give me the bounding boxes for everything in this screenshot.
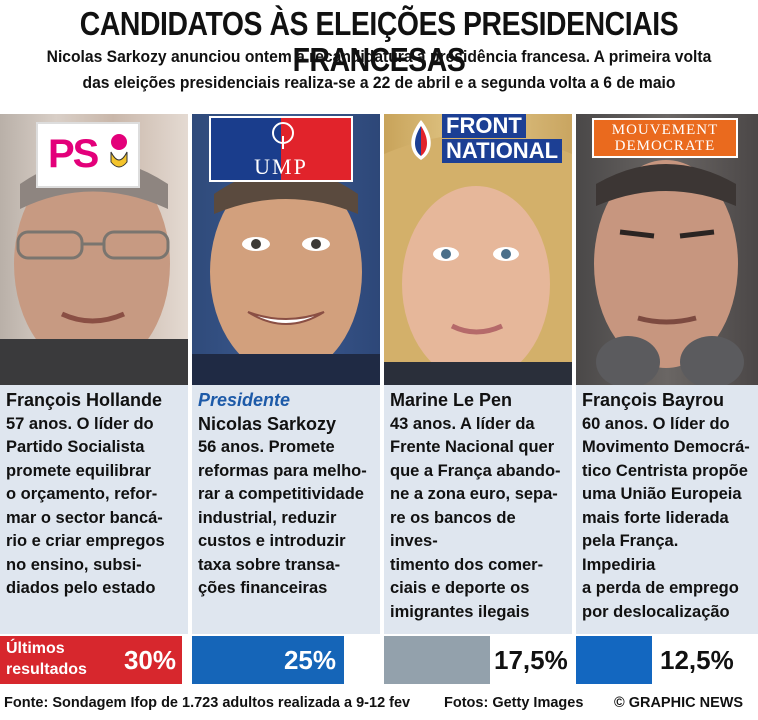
modem-logo-line-2: DEMOCRATE — [614, 138, 716, 154]
photo-hollande: PS — [0, 114, 188, 385]
bio-line: rio e criar empregos — [6, 532, 165, 550]
ump-logo: UMP — [209, 116, 353, 182]
bio-line: diados pelo estado — [6, 579, 156, 597]
bio-line: ções financeiras — [198, 579, 328, 597]
bio-line: que a França abando- — [390, 461, 561, 480]
modem-logo-line-1: MOUVEMENT — [611, 122, 719, 138]
bio-line: rar a competitividade — [198, 485, 364, 503]
candidate-bayrou: MOUVEMENT DEMOCRATE François Bayrou 60 a… — [576, 114, 758, 634]
bio-line: Partido Socialista — [6, 438, 145, 456]
text-hollande: François Hollande 57 anos. O líder do Pa… — [0, 385, 188, 634]
bio-line: o orçamento, refor- — [6, 485, 158, 503]
ump-logo-text: UMP — [254, 154, 308, 179]
candidate-name: François Bayrou — [582, 390, 725, 410]
text-bayrou: François Bayrou 60 anos. O líder do Movi… — [576, 385, 758, 634]
modem-logo: MOUVEMENT DEMOCRATE — [592, 118, 738, 158]
tree-icon — [269, 122, 297, 150]
candidate-name: François Hollande — [6, 390, 163, 410]
fn-logo-line-1: FRONT — [442, 114, 526, 138]
bio-line: promete equilibrar — [6, 461, 151, 480]
bio-line: Frente Nacional quer — [390, 438, 555, 456]
bio-line: 57 anos. O líder do — [6, 414, 154, 433]
result-value: 25% — [283, 645, 336, 675]
portrait-le-pen — [384, 134, 572, 385]
subtitle: Nicolas Sarkozy anunciou ontem a recandi… — [30, 44, 727, 96]
bio-line: re os bancos de inves- — [390, 508, 516, 551]
bio-line: tico Centrista propõe — [582, 461, 748, 480]
footer-photos: Fotos: Getty Images — [444, 695, 584, 711]
results-label-line-2: resultados — [6, 661, 87, 678]
bio-line: 60 anos. O líder do — [582, 414, 730, 433]
bio-line: 43 anos. A líder da — [390, 414, 535, 433]
bio-line: Movimento Democrá- — [582, 438, 750, 456]
footer-source: Fonte: Sondagem Ifop de 1.723 adultos re… — [4, 695, 411, 711]
bio-line: no ensino, subsi- — [6, 555, 142, 574]
result-value-bayrou: 12,5% — [660, 645, 734, 675]
candidate-name: Nicolas Sarkozy — [198, 413, 337, 434]
portrait-sarkozy — [192, 168, 380, 385]
result-bar-sarkozy: 25% — [192, 636, 344, 684]
bio-line: taxa sobre transa- — [198, 555, 341, 574]
bio-line: timento dos comer- — [390, 555, 544, 574]
bio-line: 56 anos. Promete — [198, 438, 335, 456]
candidate-name: Marine Le Pen — [390, 390, 513, 410]
result-bar-bayrou — [576, 636, 652, 684]
result-bar-le-pen — [384, 636, 490, 684]
footer-credit: © GRAPHIC NEWS — [614, 695, 744, 711]
bio-line: uma União Europeia — [582, 485, 742, 503]
bio-line: pela França. Impediria — [582, 532, 679, 574]
portrait-bayrou — [594, 160, 744, 385]
ps-logo-text: PS — [48, 132, 99, 176]
rose-icon — [106, 132, 132, 172]
bio-line: reformas para melho- — [198, 461, 367, 480]
result-value: 30% — [123, 645, 176, 675]
ps-logo: PS — [36, 122, 140, 188]
text-le-pen: Marine Le Pen 43 anos. A líder da Frente… — [384, 385, 572, 634]
bio-line: ne a zona euro, sepa- — [390, 485, 558, 503]
bio-line: mar o sector bancá- — [6, 508, 163, 527]
bio-line: a perda de emprego — [582, 579, 739, 597]
result-bar-hollande: Últimos resultados 30% — [0, 636, 182, 684]
candidate-sarkozy: UMP Presidente Nicolas Sarkozy 56 anos. … — [192, 114, 380, 634]
fn-logo: FRONT NATIONAL — [402, 114, 563, 166]
subtitle-line-2: das eleições presidenciais realiza-se a … — [82, 73, 676, 92]
bio-line: por deslocalização — [582, 602, 730, 621]
bio-line: industrial, reduzir — [198, 508, 337, 527]
text-sarkozy: Presidente Nicolas Sarkozy 56 anos. Prom… — [192, 385, 380, 634]
result-value-le-pen: 17,5% — [494, 645, 568, 675]
results-label-line-1: Últimos — [6, 640, 65, 657]
results-label: Últimos resultados — [6, 638, 87, 680]
bio-line: ciais e deporte os — [390, 579, 530, 597]
page-title: CANDIDATOS ÀS ELEIÇÕES PRESIDENCIAIS FRA… — [79, 5, 679, 78]
bio-line: custos e introduzir — [198, 532, 346, 550]
photo-sarkozy: UMP — [192, 114, 380, 385]
bio-line: mais forte liderada — [582, 508, 729, 527]
photo-bayrou: MOUVEMENT DEMOCRATE — [576, 114, 758, 385]
bio-line: imigrantes ilegais — [390, 602, 530, 621]
flame-icon — [404, 118, 438, 162]
president-tag: Presidente — [198, 390, 291, 410]
fn-logo-line-2: NATIONAL — [442, 139, 563, 163]
candidate-hollande: PS François Hollande 57 anos. O líder do… — [0, 114, 188, 634]
photo-le-pen: FRONT NATIONAL — [384, 114, 572, 385]
subtitle-line-1: Nicolas Sarkozy anunciou ontem a recandi… — [46, 47, 712, 66]
candidate-le-pen: FRONT NATIONAL Marine Le Pen 43 anos. A … — [384, 114, 572, 634]
